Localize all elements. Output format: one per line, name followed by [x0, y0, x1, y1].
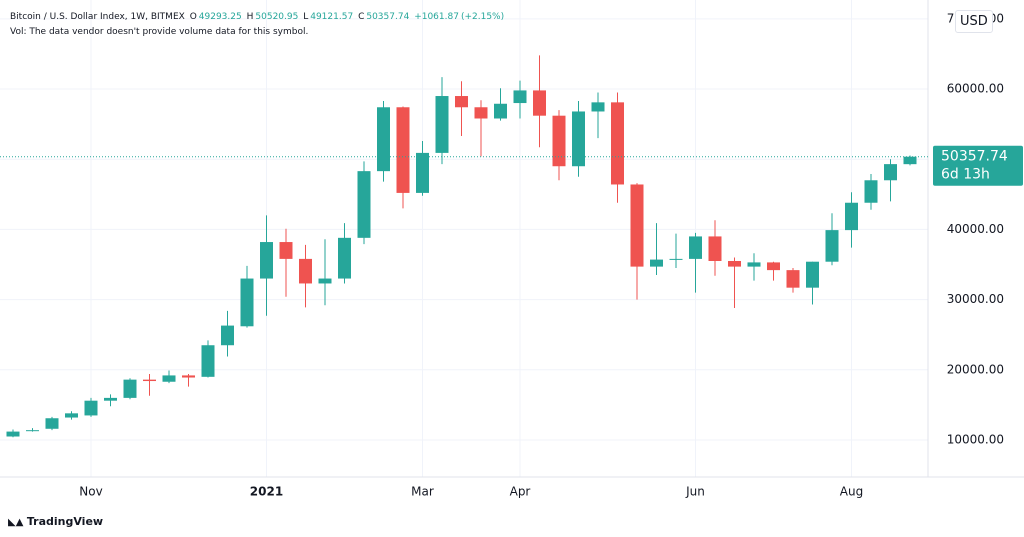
candle-body [377, 107, 390, 172]
y-tick-label: 30000.00 [947, 292, 1004, 306]
candle-body [903, 156, 917, 165]
candle-body [825, 230, 839, 262]
candle-body [357, 171, 371, 238]
candle-body [864, 180, 878, 203]
close-value: 50357.74 [366, 12, 410, 22]
volume-note: Vol: The data vendor doesn't provide vol… [10, 27, 309, 37]
candle-body [494, 103, 507, 119]
candle-body [806, 261, 819, 288]
candle-body [65, 413, 78, 418]
ohlc-label: L [303, 12, 309, 22]
countdown: 6d 13h [941, 167, 990, 183]
candle-body [630, 184, 644, 267]
change: +1061.87 [414, 12, 459, 22]
x-tick-label: Nov [79, 485, 102, 499]
candle-body [455, 96, 468, 108]
ohlc-label: H [246, 12, 254, 22]
candle-body [279, 242, 293, 259]
candle-body [845, 202, 858, 231]
low-value: 49121.57 [310, 12, 354, 22]
candle-body [669, 258, 683, 260]
candle-body [396, 107, 410, 193]
candle-body [221, 325, 234, 346]
high-value: 50520.95 [255, 12, 299, 22]
y-tick-label: 40000.00 [947, 222, 1004, 236]
candle-body [260, 242, 273, 279]
candle-body [318, 278, 332, 284]
candle-body [533, 90, 546, 116]
candle-body [708, 236, 722, 261]
y-tick-label: 20000.00 [947, 362, 1004, 376]
candle-body [884, 164, 897, 181]
candle-body [552, 115, 566, 167]
candle-body [123, 379, 137, 398]
legend-line: Bitcoin / U.S. Dollar Index, 1W, BITMEX … [10, 12, 506, 22]
currency-button[interactable]: USD [955, 10, 993, 33]
candle-body [650, 259, 663, 267]
change-pct: (+2.15%) [460, 12, 505, 22]
candle-body [26, 430, 39, 432]
candle-body [767, 262, 780, 271]
candle-body [6, 431, 20, 437]
candle-body [104, 397, 117, 401]
x-tick-label: Mar [411, 485, 434, 499]
candle-body [435, 96, 449, 153]
candle-body [182, 375, 195, 378]
last-price-box [933, 145, 1023, 186]
candle-body [747, 262, 761, 267]
candle-body [143, 379, 156, 382]
x-tick-label: Jun [685, 485, 705, 499]
ohlc-label: O [189, 12, 197, 22]
open-value: 49293.25 [198, 12, 242, 22]
candle-body [84, 400, 98, 416]
x-tick-label: Aug [840, 485, 863, 499]
candle-body [162, 375, 176, 382]
candle-body [299, 258, 312, 284]
candle-body [572, 111, 585, 167]
last-price-label: 50357.74 [941, 149, 1008, 165]
candle-body [786, 270, 800, 288]
candle-body [474, 107, 488, 119]
x-tick-label: 2021 [250, 485, 283, 499]
brand: ◣▲ TradingView [8, 515, 104, 528]
candle-body [689, 236, 702, 259]
candle-body [240, 278, 254, 327]
ohlc-label: C [358, 12, 365, 22]
brand-name: TradingView [26, 515, 104, 528]
candle-body [728, 260, 741, 267]
candle-body [591, 102, 605, 112]
candle-body [201, 345, 215, 377]
candle-body [611, 102, 624, 185]
symbol: Bitcoin / U.S. Dollar Index, 1W, BITMEX [10, 12, 185, 22]
y-tick-label: 60000.00 [947, 82, 1004, 96]
candle-body [338, 237, 351, 279]
candle-body [45, 418, 59, 429]
y-tick-label: 10000.00 [947, 433, 1004, 447]
candle-body [416, 152, 429, 193]
x-tick-label: Apr [510, 485, 531, 499]
candle-body [513, 90, 527, 104]
